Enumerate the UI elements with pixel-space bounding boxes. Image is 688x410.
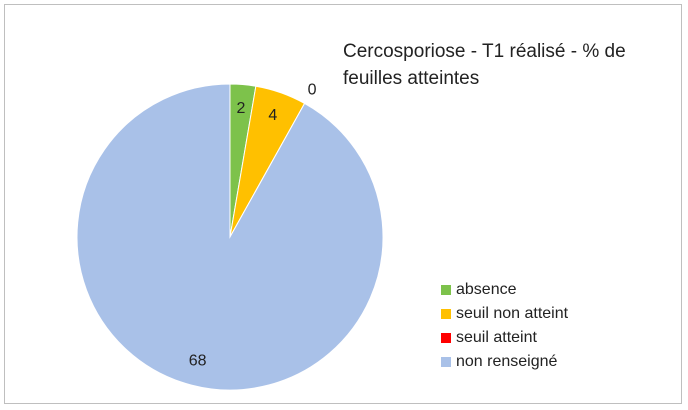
legend-label: absence	[456, 281, 517, 298]
data-label: 4	[268, 107, 277, 124]
data-label: 0	[308, 81, 317, 98]
pie-slice	[76, 83, 384, 391]
legend-label: seuil atteint	[456, 329, 537, 346]
legend-label: seuil non atteint	[456, 305, 569, 322]
legend-swatch	[441, 357, 451, 367]
legend-swatch	[441, 309, 451, 319]
legend-swatch	[441, 333, 451, 343]
data-label: 68	[189, 353, 207, 370]
legend-label: non renseigné	[456, 353, 558, 370]
chart-title: Cercosporiose - T1 réalisé - % de feuill…	[343, 41, 626, 89]
data-label: 2	[236, 100, 245, 117]
legend-swatch	[441, 285, 451, 295]
chart-frame	[4, 4, 682, 404]
